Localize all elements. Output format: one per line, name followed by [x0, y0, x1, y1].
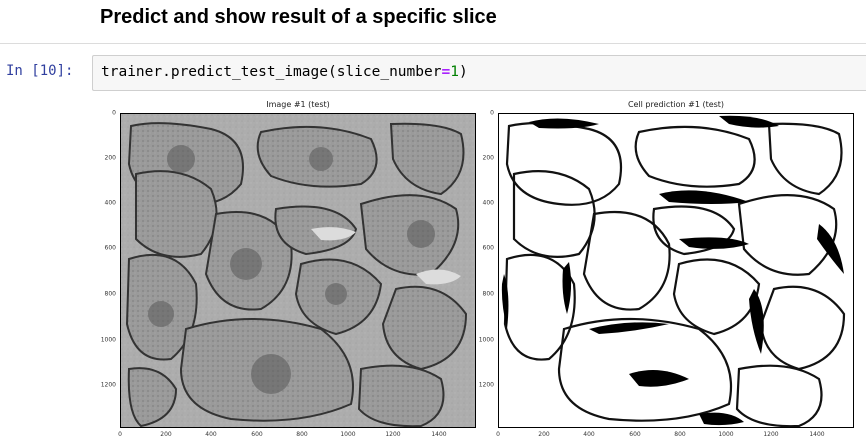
cell-divider	[0, 43, 866, 44]
left-y-tick: 400	[104, 199, 116, 207]
left-y-tick: 1200	[100, 381, 116, 389]
left-y-tick: 0	[112, 109, 116, 117]
code-operator: =	[441, 64, 451, 80]
right-x-tick: 600	[629, 431, 641, 438]
right-y-tick: 200	[482, 154, 494, 162]
left-x-tick: 0	[118, 431, 122, 438]
input-prompt: In [10]:	[6, 63, 74, 79]
left-x-tick: 1400	[431, 431, 447, 438]
right-y-tick: 1000	[478, 336, 494, 344]
right-x-tick: 1000	[718, 431, 734, 438]
code-close-paren: )	[458, 64, 468, 80]
right-y-tick: 1200	[478, 381, 494, 389]
left-x-tick: 1000	[340, 431, 356, 438]
left-x-tick: 1200	[385, 431, 401, 438]
right-y-tick: 800	[482, 290, 494, 298]
right-prediction-axes	[498, 113, 854, 428]
em-micrograph-image	[121, 114, 475, 427]
right-x-tick: 800	[674, 431, 686, 438]
markdown-heading: Predict and show result of a specific sl…	[100, 6, 497, 28]
code-line: trainer.predict_test_image(slice_number=…	[101, 64, 468, 80]
right-x-tick: 400	[583, 431, 595, 438]
code-cell-input[interactable]: trainer.predict_test_image(slice_number=…	[92, 55, 866, 91]
left-image-axes	[120, 113, 476, 428]
code-number: 1	[450, 64, 459, 80]
left-y-tick: 1000	[100, 336, 116, 344]
right-x-tick: 1400	[809, 431, 825, 438]
right-y-tick: 400	[482, 199, 494, 207]
left-x-tick: 200	[160, 431, 172, 438]
right-x-tick: 200	[538, 431, 550, 438]
left-x-tick: 400	[205, 431, 217, 438]
right-x-tick: 1200	[763, 431, 779, 438]
left-y-tick: 200	[104, 154, 116, 162]
code-function-call: trainer.predict_test_image(slice_number	[101, 64, 442, 80]
cell-prediction-mask	[499, 114, 853, 427]
left-x-tick: 600	[251, 431, 263, 438]
left-x-tick: 800	[296, 431, 308, 438]
cell-output: Image #1 (test)	[92, 96, 866, 443]
right-x-tick: 0	[496, 431, 500, 438]
right-y-tick: 0	[490, 109, 494, 117]
left-plot-title: Image #1 (test)	[266, 100, 330, 109]
left-y-tick: 600	[104, 244, 116, 252]
left-y-tick: 800	[104, 290, 116, 298]
right-plot-title: Cell prediction #1 (test)	[627, 100, 725, 109]
right-y-tick: 600	[482, 244, 494, 252]
